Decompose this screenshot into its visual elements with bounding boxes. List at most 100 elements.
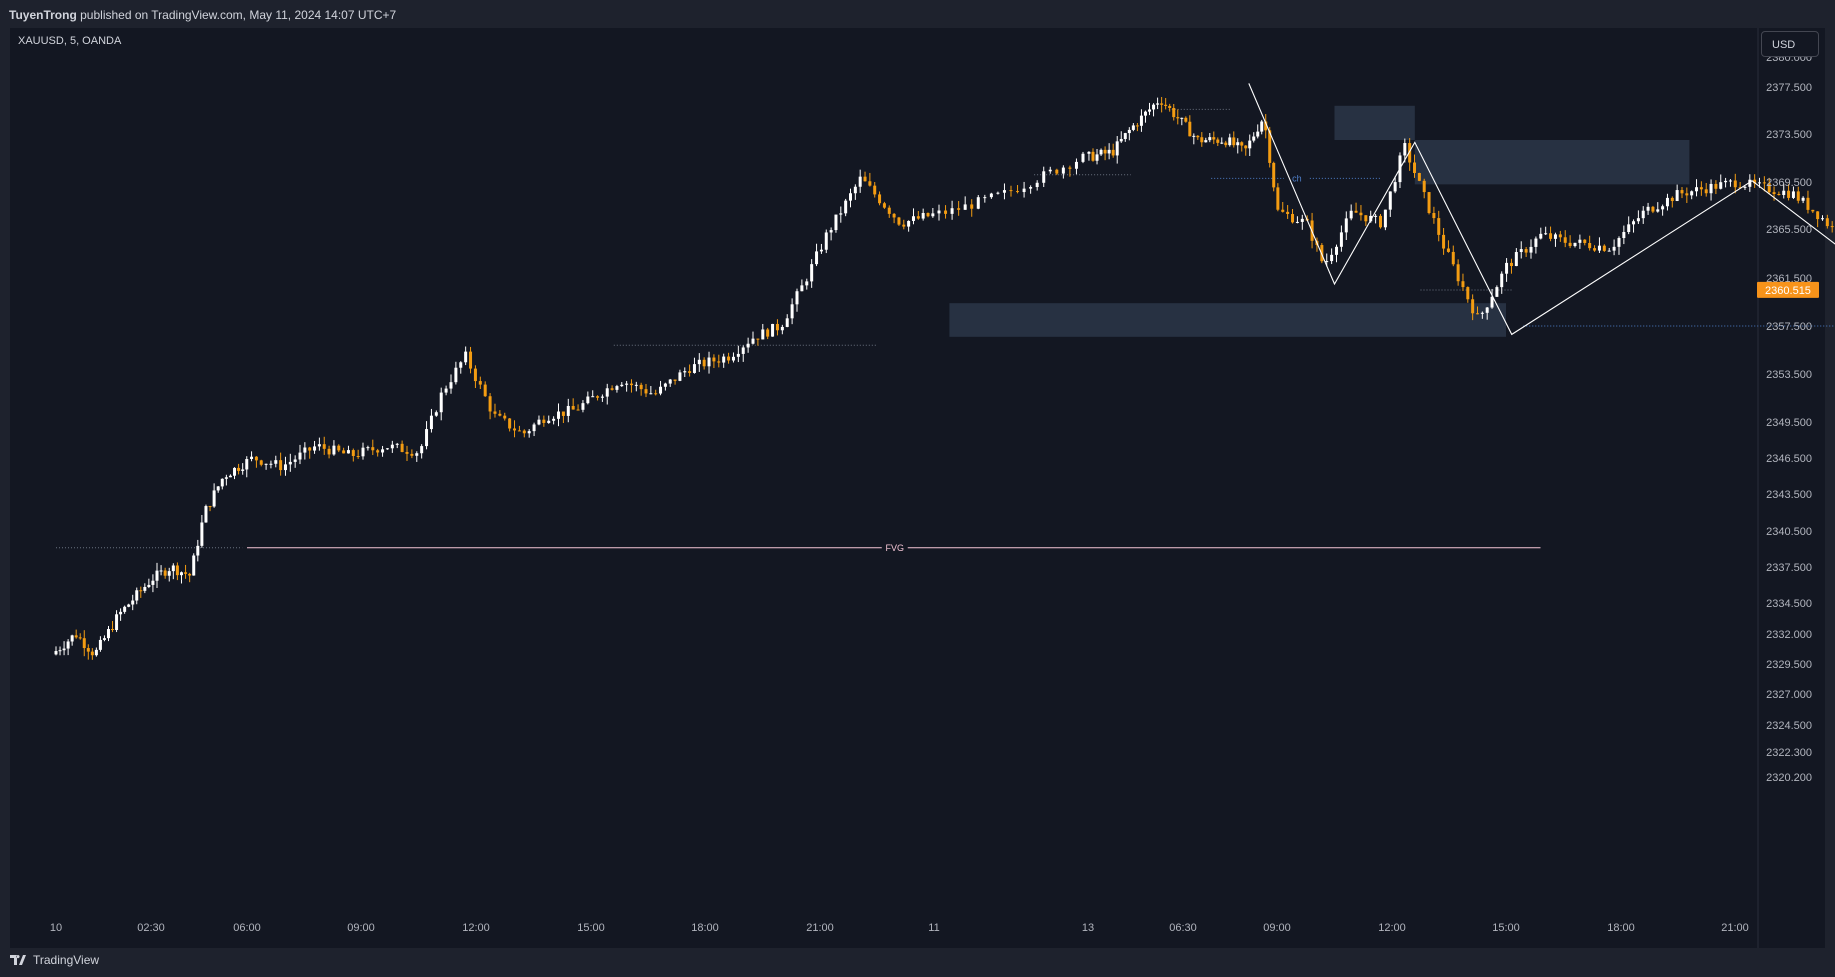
candle-body bbox=[1558, 234, 1562, 238]
x-tick-label: 18:00 bbox=[1607, 922, 1635, 934]
candle-body bbox=[351, 450, 355, 456]
y-tick-label: 2357.500 bbox=[1766, 321, 1812, 333]
candle-body bbox=[131, 600, 135, 605]
candle-body bbox=[1461, 281, 1465, 288]
candle-body bbox=[1830, 226, 1834, 228]
candle-body bbox=[1339, 232, 1343, 247]
candle-body bbox=[1791, 191, 1795, 198]
candle-body bbox=[1286, 211, 1290, 215]
candle-body bbox=[1806, 197, 1810, 210]
candle-body bbox=[188, 573, 192, 576]
candle-body bbox=[346, 450, 350, 454]
candle-body bbox=[208, 506, 212, 508]
candle-body bbox=[688, 371, 692, 373]
y-tick-label: 2369.500 bbox=[1766, 177, 1812, 189]
x-tick-label: 06:00 bbox=[233, 922, 261, 934]
candle-body bbox=[586, 396, 590, 404]
x-tick-label: 13 bbox=[1082, 922, 1094, 934]
y-tick-label: 2337.500 bbox=[1766, 562, 1812, 574]
candle-body bbox=[1724, 180, 1728, 183]
candle-body bbox=[1427, 192, 1431, 213]
candle-body bbox=[245, 459, 249, 470]
candle-body bbox=[1074, 161, 1078, 169]
candle-body bbox=[1738, 187, 1742, 189]
candle-body bbox=[155, 570, 159, 581]
candle-body bbox=[1632, 221, 1636, 225]
candle-body bbox=[405, 451, 409, 454]
candle-body bbox=[90, 651, 94, 656]
candle-body bbox=[989, 193, 993, 198]
x-tick-label: 10 bbox=[50, 922, 62, 934]
supply-demand-zone bbox=[1414, 140, 1690, 185]
candle-body bbox=[697, 359, 701, 365]
candle-body bbox=[1216, 139, 1220, 143]
candle-body bbox=[649, 393, 653, 395]
y-tick-label: 2346.500 bbox=[1766, 453, 1812, 465]
candle-body bbox=[322, 444, 326, 449]
candle-body bbox=[1408, 143, 1412, 163]
x-tick-label: 18:00 bbox=[691, 922, 719, 934]
candle-body bbox=[473, 368, 477, 382]
candle-body bbox=[184, 572, 188, 574]
candle-body bbox=[1123, 133, 1127, 139]
candle-body bbox=[644, 389, 648, 394]
candle-body bbox=[1042, 171, 1046, 183]
candle-body bbox=[385, 448, 389, 450]
x-tick-label: 21:00 bbox=[1721, 922, 1749, 934]
candle-body bbox=[298, 452, 302, 460]
level-label: FVG bbox=[885, 543, 904, 553]
candle-body bbox=[620, 384, 624, 387]
candle-body bbox=[605, 388, 609, 397]
candle-body bbox=[264, 463, 268, 465]
candle-body bbox=[204, 506, 208, 523]
candle-body bbox=[1767, 183, 1771, 193]
candle-body bbox=[853, 186, 857, 194]
candle-body bbox=[279, 460, 283, 471]
candle-body bbox=[712, 357, 716, 362]
candle-body bbox=[459, 362, 463, 368]
candle-body bbox=[916, 216, 920, 219]
candle-body bbox=[996, 192, 1000, 194]
currency-button[interactable]: USD bbox=[1761, 31, 1819, 57]
candle-body bbox=[1529, 246, 1533, 253]
candle-body bbox=[1061, 167, 1065, 174]
candle-body bbox=[882, 203, 886, 208]
tradingview-brand[interactable]: TradingView bbox=[10, 953, 99, 967]
x-tick-label: 09:00 bbox=[347, 922, 375, 934]
candle-body bbox=[1148, 109, 1152, 112]
candle-body bbox=[1281, 209, 1285, 212]
publisher-name[interactable]: TuyenTrong bbox=[9, 8, 77, 22]
candle-body bbox=[123, 606, 127, 612]
x-tick-label: 12:00 bbox=[462, 922, 490, 934]
candle-body bbox=[1680, 190, 1684, 194]
candle-body bbox=[654, 393, 658, 395]
candle-body bbox=[790, 304, 794, 319]
candle-body bbox=[839, 213, 843, 215]
candle-body bbox=[469, 351, 473, 369]
candle-body bbox=[897, 217, 901, 225]
candle-body bbox=[1733, 180, 1737, 188]
candle-body bbox=[159, 570, 163, 572]
candle-body bbox=[1359, 212, 1363, 216]
candle-body bbox=[361, 447, 365, 457]
candle-body bbox=[342, 450, 346, 454]
y-tick-label: 2329.500 bbox=[1766, 659, 1812, 671]
candle-body bbox=[1127, 129, 1131, 134]
candle-body bbox=[873, 185, 877, 195]
published-header: TuyenTrong published on TradingView.com,… bbox=[0, 0, 1835, 28]
candle-body bbox=[921, 212, 925, 219]
candle-body bbox=[683, 371, 687, 373]
y-tick-label: 2327.000 bbox=[1766, 689, 1812, 701]
candle-body bbox=[274, 460, 278, 464]
candle-body bbox=[1264, 121, 1268, 131]
y-tick-label: 2340.500 bbox=[1766, 526, 1812, 538]
candle-body bbox=[1563, 237, 1567, 243]
candle-body bbox=[1228, 137, 1232, 146]
candle-body bbox=[1349, 210, 1353, 219]
candle-body bbox=[1119, 138, 1123, 142]
candle-body bbox=[86, 648, 90, 652]
candle-body bbox=[308, 447, 312, 451]
candle-body bbox=[224, 477, 228, 479]
candle-body bbox=[371, 447, 375, 451]
